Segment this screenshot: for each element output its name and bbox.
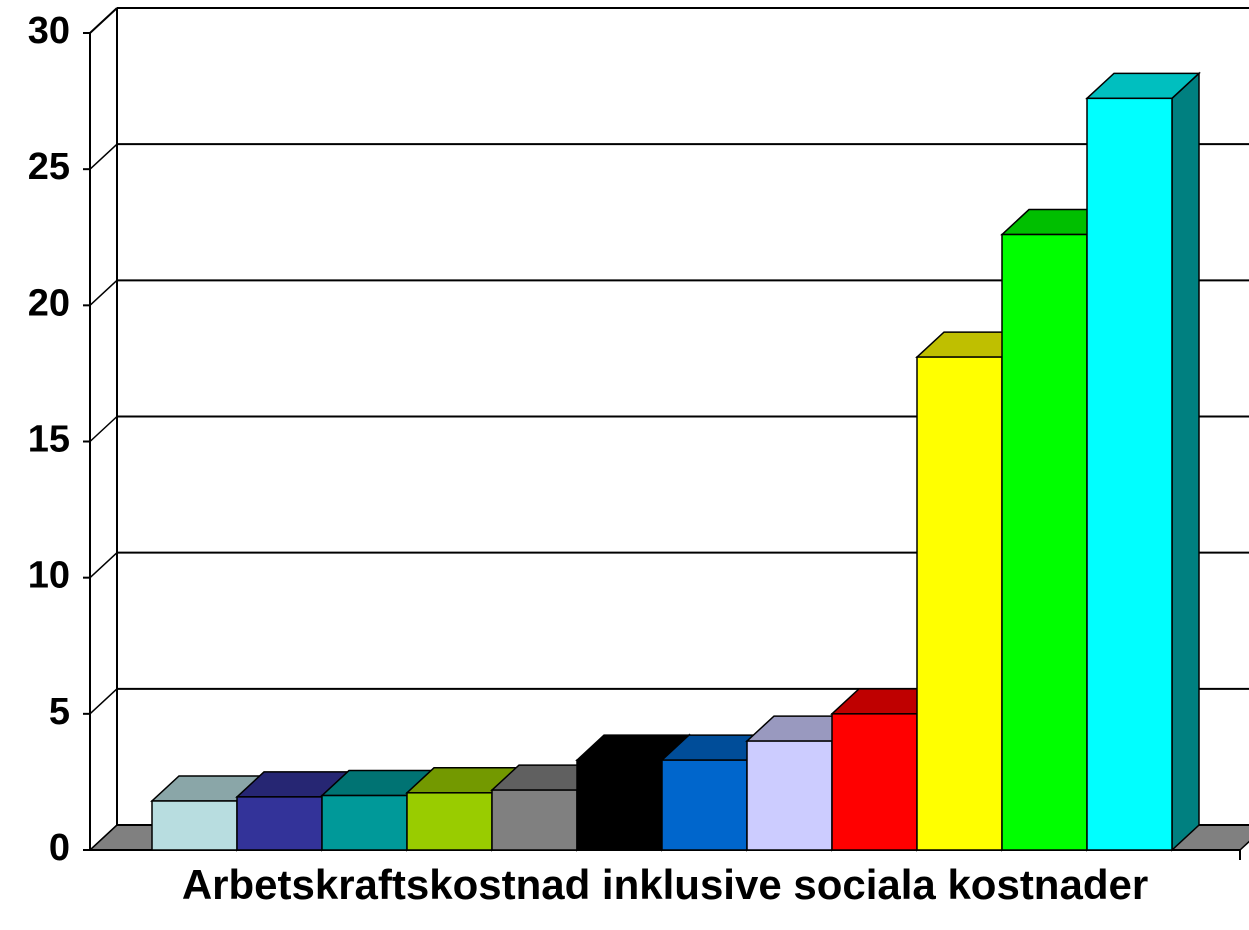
- bar-front: [661, 759, 748, 851]
- y-tick-label: 10: [28, 555, 70, 597]
- bar: [1085, 71, 1201, 852]
- y-tick-label: 20: [28, 282, 70, 324]
- grid-diagonal: [89, 552, 118, 579]
- chart-title: Arbetskraftskostnad inklusive sociala ko…: [182, 861, 1148, 908]
- bar-front: [1001, 233, 1088, 851]
- y-tick-label: 5: [49, 691, 70, 733]
- bar-front: [406, 792, 493, 851]
- bar-front: [491, 789, 578, 851]
- y-tick-label: 30: [28, 10, 70, 52]
- bar-front: [236, 796, 323, 851]
- grid-diagonal: [89, 688, 118, 715]
- grid-diagonal: [89, 143, 118, 170]
- bar-front: [576, 759, 663, 851]
- bar-front: [831, 713, 918, 851]
- bar-front: [746, 740, 833, 851]
- y-tick-label: 0: [49, 827, 70, 869]
- bar-front: [1086, 97, 1173, 851]
- grid-diagonal: [89, 7, 118, 34]
- bar-side: [1171, 71, 1200, 852]
- y-tick-label: 25: [28, 146, 70, 188]
- bar-front: [321, 794, 408, 851]
- grid-diagonal: [89, 415, 118, 443]
- bar-front: [151, 800, 238, 851]
- bar-front: [916, 356, 1003, 851]
- grid-diagonal: [89, 279, 118, 306]
- grid-diagonal: [89, 824, 118, 851]
- y-tick-label: 15: [28, 419, 70, 461]
